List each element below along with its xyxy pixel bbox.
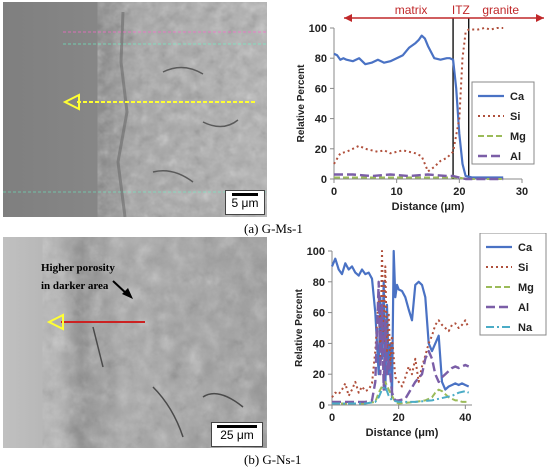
x-tick-label: 0: [331, 186, 337, 198]
series-line-al: [332, 280, 470, 404]
legend-label-ca: Ca: [510, 91, 525, 103]
x-tick-label: 20: [453, 186, 465, 198]
porosity-annotation-line2: in darker area: [41, 280, 109, 292]
y-tick-label: 40: [313, 338, 325, 350]
sem-image-a: 5 μm: [3, 2, 267, 217]
chart-b: 0 20 40 60 80 100 0 20 40 Distance (μm) Relative P…: [294, 233, 547, 439]
x-axis-label: Distance (μm): [392, 201, 465, 213]
zone-label-granite: granite: [482, 3, 519, 17]
y-tick-label: 40: [315, 114, 327, 126]
legend-label-mg: Mg: [518, 282, 534, 294]
x-tick-label: 0: [329, 412, 335, 424]
legend-label-na: Na: [518, 322, 533, 334]
zone-arrow-left-head: [344, 14, 352, 22]
y-tick-label: 80: [315, 53, 327, 65]
y-tick-label: 0: [319, 400, 325, 412]
series-line-ca: [333, 34, 504, 179]
legend-label-si: Si: [510, 111, 520, 123]
y-axis-label: Relative Percent: [296, 64, 307, 142]
legend-label-al: Al: [518, 302, 529, 314]
x-axis-label: Distance (μm): [366, 427, 439, 439]
annotation-arrows-b: [46, 280, 145, 331]
legend-label-si: Si: [518, 262, 528, 274]
porosity-annotation: Higher porosity in darker area: [41, 259, 161, 295]
series-line-al: [334, 173, 504, 181]
series-line-mg: [332, 380, 469, 405]
sem-image-a-texture: [3, 2, 267, 217]
zone-label-itz: ITZ: [452, 3, 470, 17]
series-line-si: [333, 27, 504, 173]
chart-a: 0 20 40 60 80 100 0 10 20 30 Distance (μm) Relative…: [296, 3, 544, 213]
y-tick-label: 60: [313, 308, 325, 320]
y-tick-label: 0: [321, 174, 327, 186]
x-tick-label: 10: [391, 186, 403, 198]
x-tick-label: 40: [459, 412, 471, 424]
y-tick-label: 20: [313, 369, 325, 381]
sem-image-b-texture: [3, 237, 267, 448]
scale-bar-b-label: 25 μm: [220, 428, 254, 442]
legend-label-ca: Ca: [518, 242, 533, 254]
scale-bar-a: 5 μm: [225, 190, 265, 215]
zone-arrow-right-head: [536, 14, 544, 22]
series-line-ca: [330, 249, 470, 399]
series-line-si: [331, 250, 470, 398]
scale-bar-b: 25 μm: [211, 422, 263, 447]
sem-image-b: Higher porosity in darker area 25 μm: [3, 237, 267, 448]
x-tick-label: 20: [393, 412, 405, 424]
y-tick-label: 80: [313, 277, 325, 289]
legend-label-al: Al: [510, 151, 521, 163]
porosity-annotation-line1: Higher porosity: [41, 262, 115, 274]
legend-box: [479, 233, 547, 336]
y-tick-label: 20: [315, 144, 327, 156]
y-tick-label: 100: [307, 246, 325, 258]
legend-label-mg: Mg: [510, 131, 526, 143]
scale-bar-a-label: 5 μm: [231, 196, 259, 210]
y-tick-label: 60: [315, 83, 327, 95]
y-tick-label: 100: [309, 23, 327, 35]
x-tick-label: 30: [516, 186, 528, 198]
y-axis-label: Relative Percent: [294, 288, 305, 366]
line-scan-arrow-a: [62, 93, 255, 111]
caption-b: (b) G-Ns-1: [244, 452, 302, 467]
legend-box: [471, 81, 535, 165]
series-line-na: [332, 385, 470, 405]
zone-label-matrix: matrix: [395, 3, 428, 17]
caption-a: (a) G-Ms-1: [244, 221, 303, 236]
